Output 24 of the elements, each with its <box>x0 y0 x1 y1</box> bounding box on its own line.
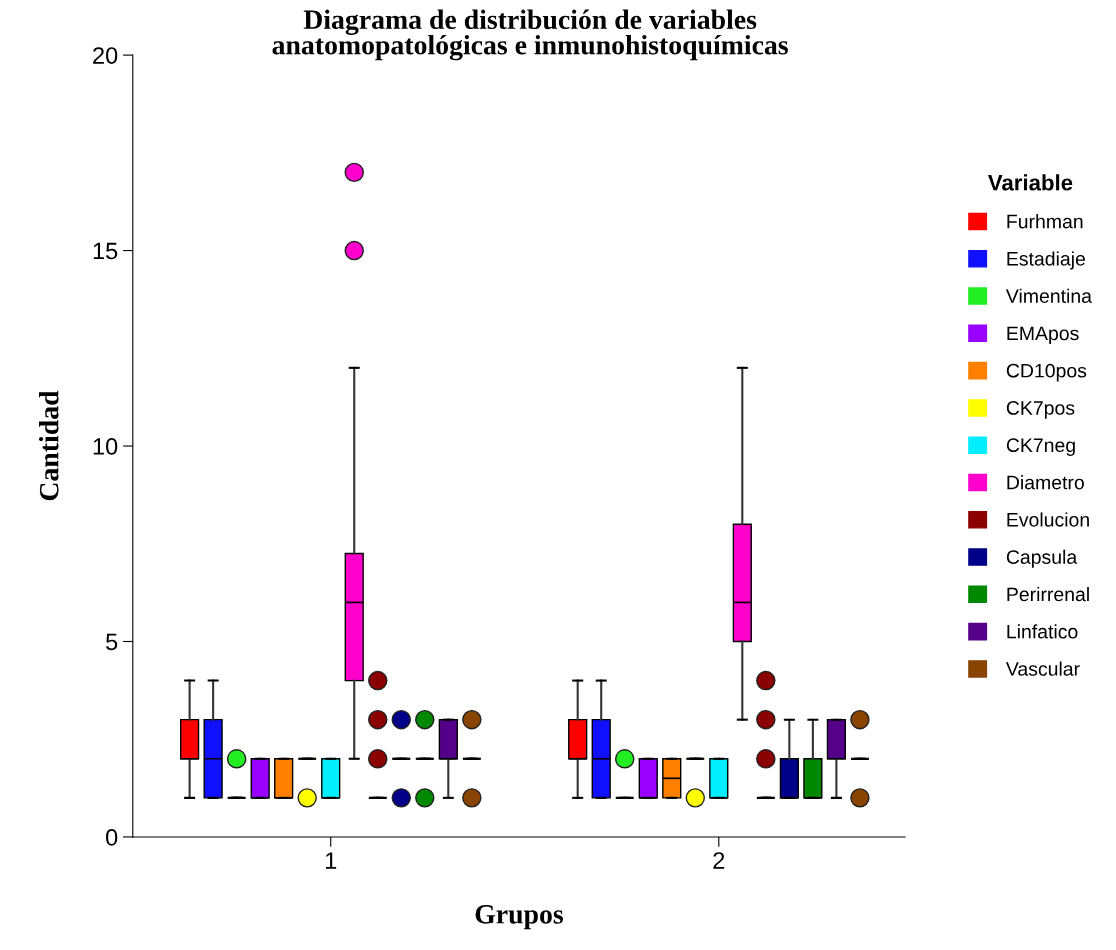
legend-label: EMApos <box>1007 326 1079 345</box>
legend-label: Evolucion <box>1007 512 1089 527</box>
chart-title: Diagrama de distribución de variables anatomopatológicas e inmunohistoquímicas <box>272 9 788 61</box>
legend-label: Linfatico <box>1007 624 1078 639</box>
legend-label: Capsula <box>1006 549 1078 568</box>
legend-label: Vimentina <box>1005 288 1092 303</box>
x-axis-title: Grupos <box>475 904 564 930</box>
x-tick-label: 1 <box>325 852 337 869</box>
legend-label: Vascular <box>1005 661 1080 676</box>
legend-label: Diametro <box>1007 475 1084 490</box>
x-tick-label: 2 <box>713 852 725 869</box>
legend-label: Perirrenal <box>1007 586 1089 602</box>
legend-label: Estadiaje <box>1007 251 1085 270</box>
y-tick-label: 15 <box>93 242 118 260</box>
y-tick-label: 5 <box>106 633 118 651</box>
y-tick-label: 20 <box>93 47 118 64</box>
legend-label: CK7neg <box>1006 438 1075 456</box>
legend-label: CK7pos <box>1006 401 1075 419</box>
legend-title: Variable <box>987 174 1073 191</box>
y-axis-title: Cantidad <box>38 390 59 501</box>
legend-label: Furhman <box>1007 214 1083 229</box>
y-tick-label: 0 <box>106 829 118 846</box>
legend-label: CD10pos <box>1006 363 1087 382</box>
y-tick-label: 10 <box>93 438 118 455</box>
